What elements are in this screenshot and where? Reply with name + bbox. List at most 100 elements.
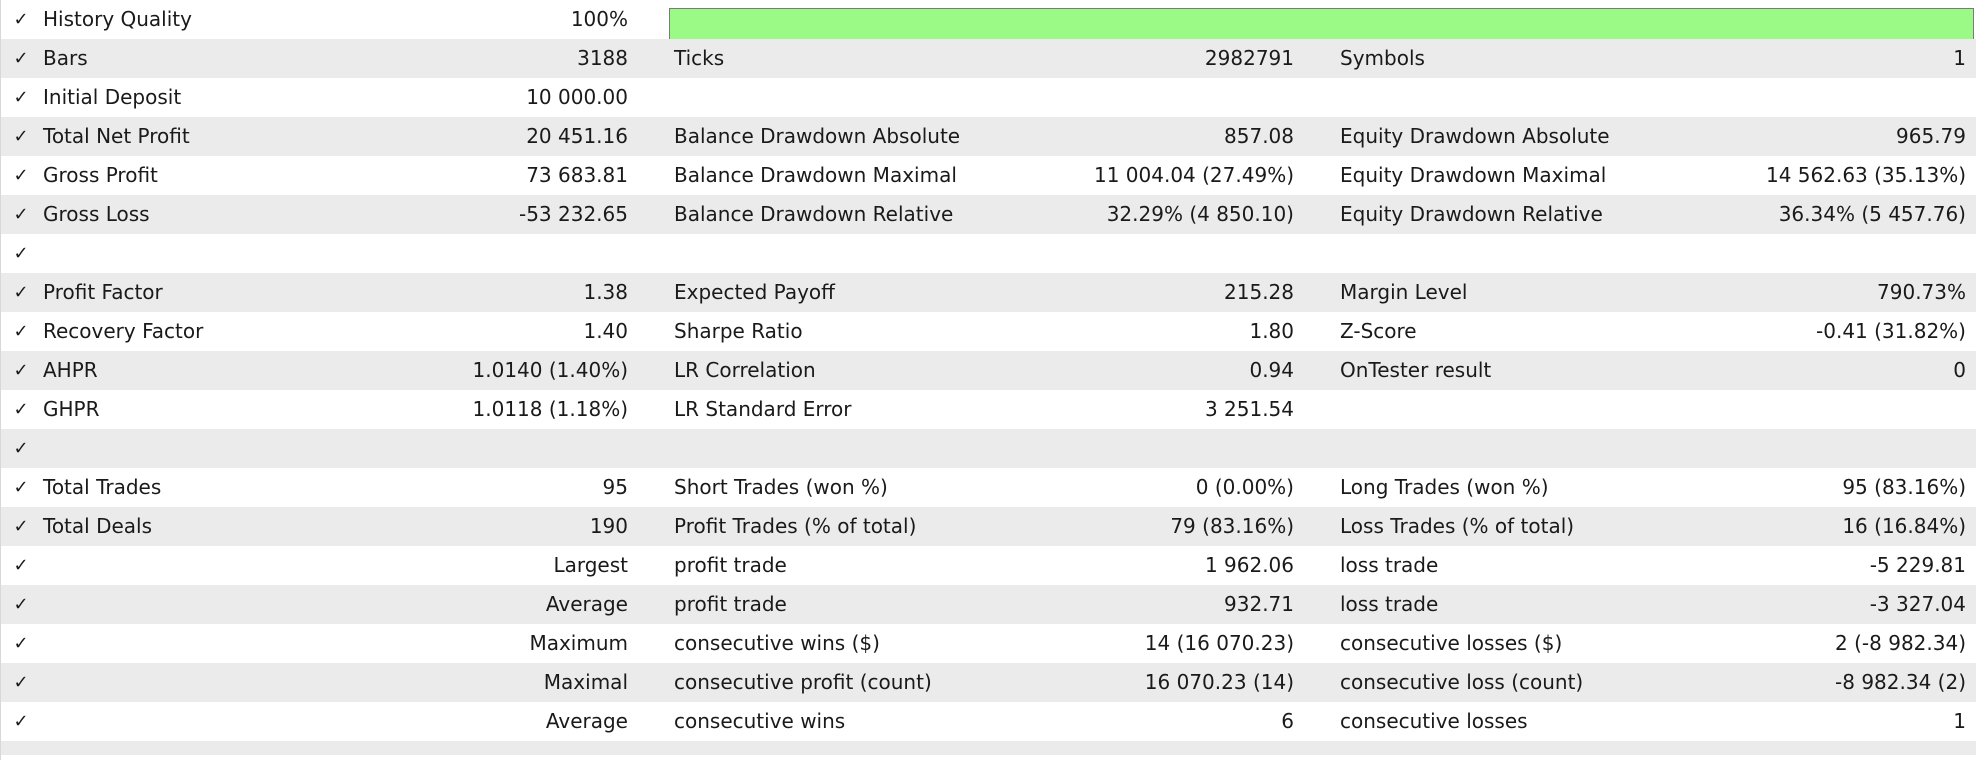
value-col3: -0.41 (31.82%) xyxy=(1816,319,1966,343)
label-col3: loss trade xyxy=(1340,592,1439,616)
check-icon: ✓ xyxy=(13,282,29,303)
label-col3: Equity Drawdown Maximal xyxy=(1340,163,1607,187)
value-col1: Average xyxy=(545,709,628,733)
label-col2: Expected Payoff xyxy=(674,280,835,304)
check-icon: ✓ xyxy=(13,48,29,69)
check-icon: ✓ xyxy=(13,516,29,537)
history-quality-label: History Quality xyxy=(43,7,192,31)
value-col2: 1.80 xyxy=(1249,319,1294,343)
value-col3: 1 xyxy=(1953,46,1966,70)
value-col1: Average xyxy=(545,592,628,616)
table-row-tail xyxy=(1,741,1976,755)
table-row: ✓ Average profit trade 932.71 loss trade -3 3… xyxy=(1,585,1976,624)
value-col3: 965.79 xyxy=(1896,124,1966,148)
table-row: ✓ Maximum consecutive wins ($) 14 (16 070.2… xyxy=(1,624,1976,663)
history-quality-row: ✓ History Quality 100% xyxy=(1,0,1976,42)
check-icon: ✓ xyxy=(13,360,29,381)
value-col2: 0.94 xyxy=(1249,358,1294,382)
table-row: ✓ GHPR 1.0118 (1.18%) LR Standard Error 3 25… xyxy=(1,390,1976,429)
label-col1: AHPR xyxy=(43,358,98,382)
label-col1: Gross Profit xyxy=(43,163,158,187)
value-col2: 6 xyxy=(1281,709,1294,733)
check-icon: ✓ xyxy=(13,321,29,342)
value-col1: 1.0118 (1.18%) xyxy=(472,397,628,421)
value-col3: 0 xyxy=(1953,358,1966,382)
value-col2: 79 (83.16%) xyxy=(1170,514,1294,538)
label-col2: Balance Drawdown Relative xyxy=(674,202,954,226)
label-col1: GHPR xyxy=(43,397,100,421)
value-col1: Largest xyxy=(553,553,628,577)
label-col1: Bars xyxy=(43,46,88,70)
check-icon: ✓ xyxy=(13,555,29,576)
value-col2: 3 251.54 xyxy=(1204,397,1294,421)
label-col2: consecutive wins ($) xyxy=(674,631,880,655)
label-col3: Z-Score xyxy=(1340,319,1417,343)
label-col2: Balance Drawdown Absolute xyxy=(674,124,961,148)
label-col2: LR Standard Error xyxy=(674,397,852,421)
value-col2: 857.08 xyxy=(1224,124,1294,148)
value-col2: 11 004.04 (27.49%) xyxy=(1093,163,1294,187)
value-col3: 790.73% xyxy=(1877,280,1966,304)
label-col3: consecutive loss (count) xyxy=(1340,670,1584,694)
value-col2: 1 962.06 xyxy=(1204,553,1294,577)
table-row: ✓ xyxy=(1,234,1976,273)
table-row: ✓ Profit Factor 1.38 Expected Payoff 215.28 M… xyxy=(1,273,1976,312)
label-col2: Balance Drawdown Maximal xyxy=(674,163,957,187)
label-col2: profit trade xyxy=(674,592,787,616)
table-row: ✓ Total Net Profit 20 451.16 Balance Drawdo… xyxy=(1,117,1976,156)
value-col1: 3188 xyxy=(577,46,628,70)
label-col1: Total Trades xyxy=(43,475,162,499)
table-row: ✓ Largest profit trade 1 962.06 loss trade -5… xyxy=(1,546,1976,585)
table-row: ✓ Recovery Factor 1.40 Sharpe Ratio 1.80 Z-Sc… xyxy=(1,312,1976,351)
value-col3: -5 229.81 xyxy=(1869,553,1966,577)
label-col2: LR Correlation xyxy=(674,358,816,382)
value-col3: -3 327.04 xyxy=(1869,592,1966,616)
label-col2: consecutive wins xyxy=(674,709,846,733)
value-col1: 1.0140 (1.40%) xyxy=(472,358,628,382)
label-col1: Total Deals xyxy=(43,514,153,538)
value-col2: 932.71 xyxy=(1224,592,1294,616)
value-col2: 215.28 xyxy=(1224,280,1294,304)
label-col3: consecutive losses ($) xyxy=(1340,631,1563,655)
label-col1: Initial Deposit xyxy=(43,85,182,109)
table-row: ✓ xyxy=(1,429,1976,468)
label-col3: Margin Level xyxy=(1340,280,1468,304)
label-col3: Equity Drawdown Absolute xyxy=(1340,124,1610,148)
check-icon: ✓ xyxy=(13,399,29,420)
value-col1: 190 xyxy=(589,514,628,538)
value-col1: 73 683.81 xyxy=(526,163,628,187)
value-col1: 1.40 xyxy=(583,319,628,343)
label-col3: OnTester result xyxy=(1340,358,1492,382)
value-col3: -8 982.34 (2) xyxy=(1835,670,1966,694)
label-col2: Short Trades (won %) xyxy=(674,475,888,499)
value-col2: 32.29% (4 850.10) xyxy=(1106,202,1294,226)
check-icon: ✓ xyxy=(13,672,29,693)
check-icon: ✓ xyxy=(13,9,29,30)
table-row: ✓ Total Trades 95 Short Trades (won %) 0 (0.… xyxy=(1,468,1976,507)
value-col1: 20 451.16 xyxy=(526,124,628,148)
label-col1: Total Net Profit xyxy=(43,124,190,148)
label-col1: Gross Loss xyxy=(43,202,150,226)
table-row: ✓ Average consecutive wins 6 consecutive los… xyxy=(1,702,1976,741)
value-col2: 16 070.23 (14) xyxy=(1144,670,1294,694)
value-col1: 10 000.00 xyxy=(526,85,628,109)
check-icon: ✓ xyxy=(13,165,29,186)
table-row: ✓ Gross Profit 73 683.81 Balance Drawdown M… xyxy=(1,156,1976,195)
check-icon: ✓ xyxy=(13,477,29,498)
value-col1: -53 232.65 xyxy=(518,202,628,226)
table-row: ✓ Gross Loss -53 232.65 Balance Drawdown Re… xyxy=(1,195,1976,234)
value-col2: 14 (16 070.23) xyxy=(1144,631,1294,655)
value-col3: 95 (83.16%) xyxy=(1842,475,1966,499)
label-col3: Long Trades (won %) xyxy=(1340,475,1549,499)
value-col1: 95 xyxy=(602,475,628,499)
value-col3: 2 (-8 982.34) xyxy=(1835,631,1966,655)
table-row: ✓ Maximal consecutive profit (count) 16 070… xyxy=(1,663,1976,702)
check-icon: ✓ xyxy=(13,204,29,225)
table-row: ✓ Initial Deposit 10 000.00 xyxy=(1,78,1976,117)
value-col2: 2982791 xyxy=(1204,46,1294,70)
value-col1: Maximum xyxy=(529,631,628,655)
label-col3: Symbols xyxy=(1340,46,1425,70)
stats-table: ✓ Bars 3188 Ticks 2982791 Symbols 1 ✓ Initial De… xyxy=(1,39,1976,741)
history-quality-fill xyxy=(670,9,1973,41)
